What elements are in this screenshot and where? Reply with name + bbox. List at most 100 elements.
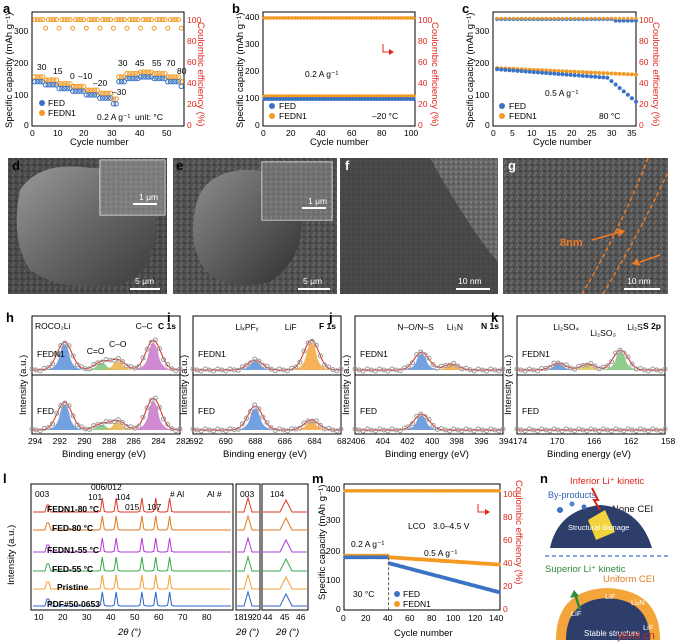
xps-peak	[599, 352, 642, 370]
ce-point	[317, 16, 322, 20]
xps-data-point	[522, 368, 528, 374]
zoom-label: 104	[270, 489, 284, 499]
scale-d: 5 μm	[135, 276, 154, 286]
ce-point	[78, 17, 84, 23]
fed-point	[387, 96, 392, 101]
fedn1-point	[634, 72, 638, 77]
fed-point	[544, 71, 549, 76]
fed-point	[378, 96, 383, 101]
fed-point	[625, 92, 630, 97]
x-tick: 35	[627, 128, 637, 138]
fedn1-point	[589, 70, 594, 75]
legend-fedn1: FEDN1	[279, 111, 307, 121]
temp-label: 30	[37, 62, 47, 72]
ce-point	[372, 16, 376, 20]
xps-peak-label: ROCO₂Li	[35, 321, 71, 331]
fed-point	[314, 96, 319, 101]
x-tick: 692	[189, 436, 203, 446]
xps-data-point	[426, 416, 432, 422]
y2-tick: 100	[418, 15, 432, 25]
xps-data-point	[37, 428, 43, 434]
fed-point	[265, 96, 270, 101]
xps-data-point	[243, 415, 249, 421]
fed-point	[283, 96, 288, 101]
fed-point	[113, 101, 119, 107]
xps-data-point	[338, 366, 344, 372]
y2-tick: 100	[639, 15, 653, 25]
fed-point	[609, 79, 614, 84]
xps-data-point	[410, 421, 416, 427]
panel-l-xlabel-z2: 2θ (°)	[275, 627, 299, 638]
fed-point	[159, 75, 165, 82]
x-tick: 292	[53, 436, 67, 446]
y-tick: 300	[475, 26, 489, 36]
xps-data-point	[66, 343, 72, 349]
ce-point	[347, 16, 352, 20]
ce-point	[45, 17, 51, 23]
fed-point	[154, 75, 160, 82]
ce-point	[165, 25, 171, 31]
fed-point	[75, 88, 81, 94]
panel-letter-g: g	[508, 158, 516, 173]
fed-point	[305, 96, 310, 101]
xps-data-point	[625, 354, 631, 360]
fedn1-point	[113, 96, 119, 102]
xps-row: FEDN1 FED C 1s ROCO₂Li C=O C–O C–C 294 292 290 288…	[6, 310, 675, 460]
structural-crack	[588, 510, 615, 540]
xps-element: N 1s	[481, 321, 499, 331]
x-tick: 15	[547, 128, 557, 138]
ce-point	[634, 18, 638, 23]
panel-m-xlabel: Cycle number	[394, 628, 453, 639]
xps-data-point	[414, 352, 420, 358]
panel-m-cell: LCO	[408, 521, 426, 531]
xps-data-point	[604, 363, 610, 369]
xps-data-point	[132, 365, 138, 371]
fedn1-point	[625, 72, 630, 77]
fed-point	[511, 68, 516, 73]
panel-letter-d: d	[12, 158, 20, 173]
fedn1-point	[568, 69, 573, 74]
y2-tick: 100	[187, 15, 201, 25]
ce-point	[629, 18, 634, 23]
xps-peak-label: Li₂S	[627, 322, 643, 332]
x-tick: 20	[286, 128, 296, 138]
xps-data-point	[70, 353, 76, 359]
ce-point	[67, 17, 73, 23]
y2-tick: 100	[503, 489, 517, 499]
xps-data-point	[547, 364, 553, 370]
fed-point	[515, 68, 520, 73]
y-tick: 0	[24, 120, 29, 130]
ce-point	[86, 17, 92, 23]
x-tick: 288	[102, 436, 116, 446]
xrd-zoom-104	[263, 498, 307, 513]
xps-ylabel: Intensity (a.u.)	[18, 355, 29, 415]
fed-point	[178, 83, 184, 90]
xps-data-point	[317, 353, 323, 359]
xps-data-point	[264, 419, 270, 425]
xps-data-point	[239, 421, 245, 427]
peak-label: Al #	[207, 489, 222, 499]
temp-label: 55	[152, 58, 162, 68]
xps-data-point	[285, 368, 291, 374]
fed-point	[268, 96, 273, 101]
xps-data-point	[617, 347, 623, 353]
fedn1-point	[613, 71, 618, 76]
xps-peak	[132, 401, 175, 430]
xps-data-point	[609, 428, 615, 434]
x-tick: 44	[263, 612, 273, 622]
xps-label-fed: FED	[360, 406, 377, 416]
ce-point	[143, 17, 149, 23]
fed-point	[165, 78, 171, 85]
fed-point	[552, 71, 557, 76]
xps-data-point	[301, 420, 307, 426]
ce-point	[569, 16, 573, 20]
y2-tick: 80	[418, 36, 428, 46]
x-tick: 404	[376, 436, 390, 446]
panel-c-xticks: 0 5 10 15 20 25 30 35	[491, 128, 637, 138]
xps-fit	[517, 349, 665, 371]
xps-data-point	[45, 425, 51, 431]
legend-fed: FED	[509, 101, 526, 111]
xps-data-point	[535, 428, 541, 434]
fed-point	[86, 92, 92, 98]
x-tick: 20	[58, 612, 68, 622]
